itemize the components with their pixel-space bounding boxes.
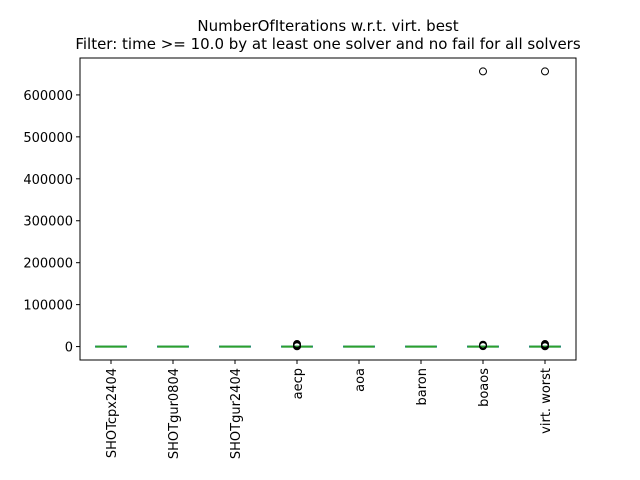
box-shotgur2404	[219, 345, 251, 348]
x-tick-label: SHOTcpx2404	[105, 368, 120, 458]
chart-subtitle: Filter: time >= 10.0 by at least one sol…	[75, 35, 581, 53]
box-shotcpx2404	[95, 345, 127, 348]
box-boaos	[467, 67, 499, 351]
x-tick-label: baron	[415, 368, 430, 405]
x-tick-label: boaos	[477, 368, 492, 407]
outlier-point	[541, 67, 549, 76]
x-tick-label: aoa	[353, 368, 368, 392]
box-shotgur0804	[157, 345, 189, 348]
box-baron	[405, 345, 437, 348]
x-tick-label: SHOTgur0804	[167, 368, 182, 459]
outlier-point	[479, 67, 487, 76]
outlier-point	[541, 340, 549, 349]
y-tick-label: 300000	[23, 215, 73, 230]
x-tick-label: SHOTgur2404	[229, 368, 244, 459]
box-aoa	[343, 345, 375, 348]
box-aecp	[281, 340, 313, 351]
outlier-point	[479, 340, 487, 349]
x-tick-label: virt. worst	[539, 368, 554, 434]
box-series	[95, 67, 561, 351]
y-tick-label: 0	[65, 341, 73, 356]
outlier-point	[293, 340, 301, 349]
y-tick-label: 600000	[23, 89, 73, 104]
y-tick-label: 400000	[23, 173, 73, 188]
x-tick-label: aecp	[291, 368, 306, 399]
y-tick-label: 500000	[23, 131, 73, 146]
y-axis: 0 100000 200000 300000 400000 500000 600000	[23, 89, 80, 356]
x-axis: SHOTcpx2404 SHOTgur0804 SHOTgur2404 aecp aoa…	[105, 360, 554, 459]
plot-frame	[79, 57, 577, 361]
y-tick-label: 100000	[23, 299, 73, 314]
y-tick-label: 200000	[23, 257, 73, 272]
chart-title: NumberOfIterations w.r.t. virt. best	[197, 17, 458, 35]
box-virt-worst	[529, 67, 561, 351]
